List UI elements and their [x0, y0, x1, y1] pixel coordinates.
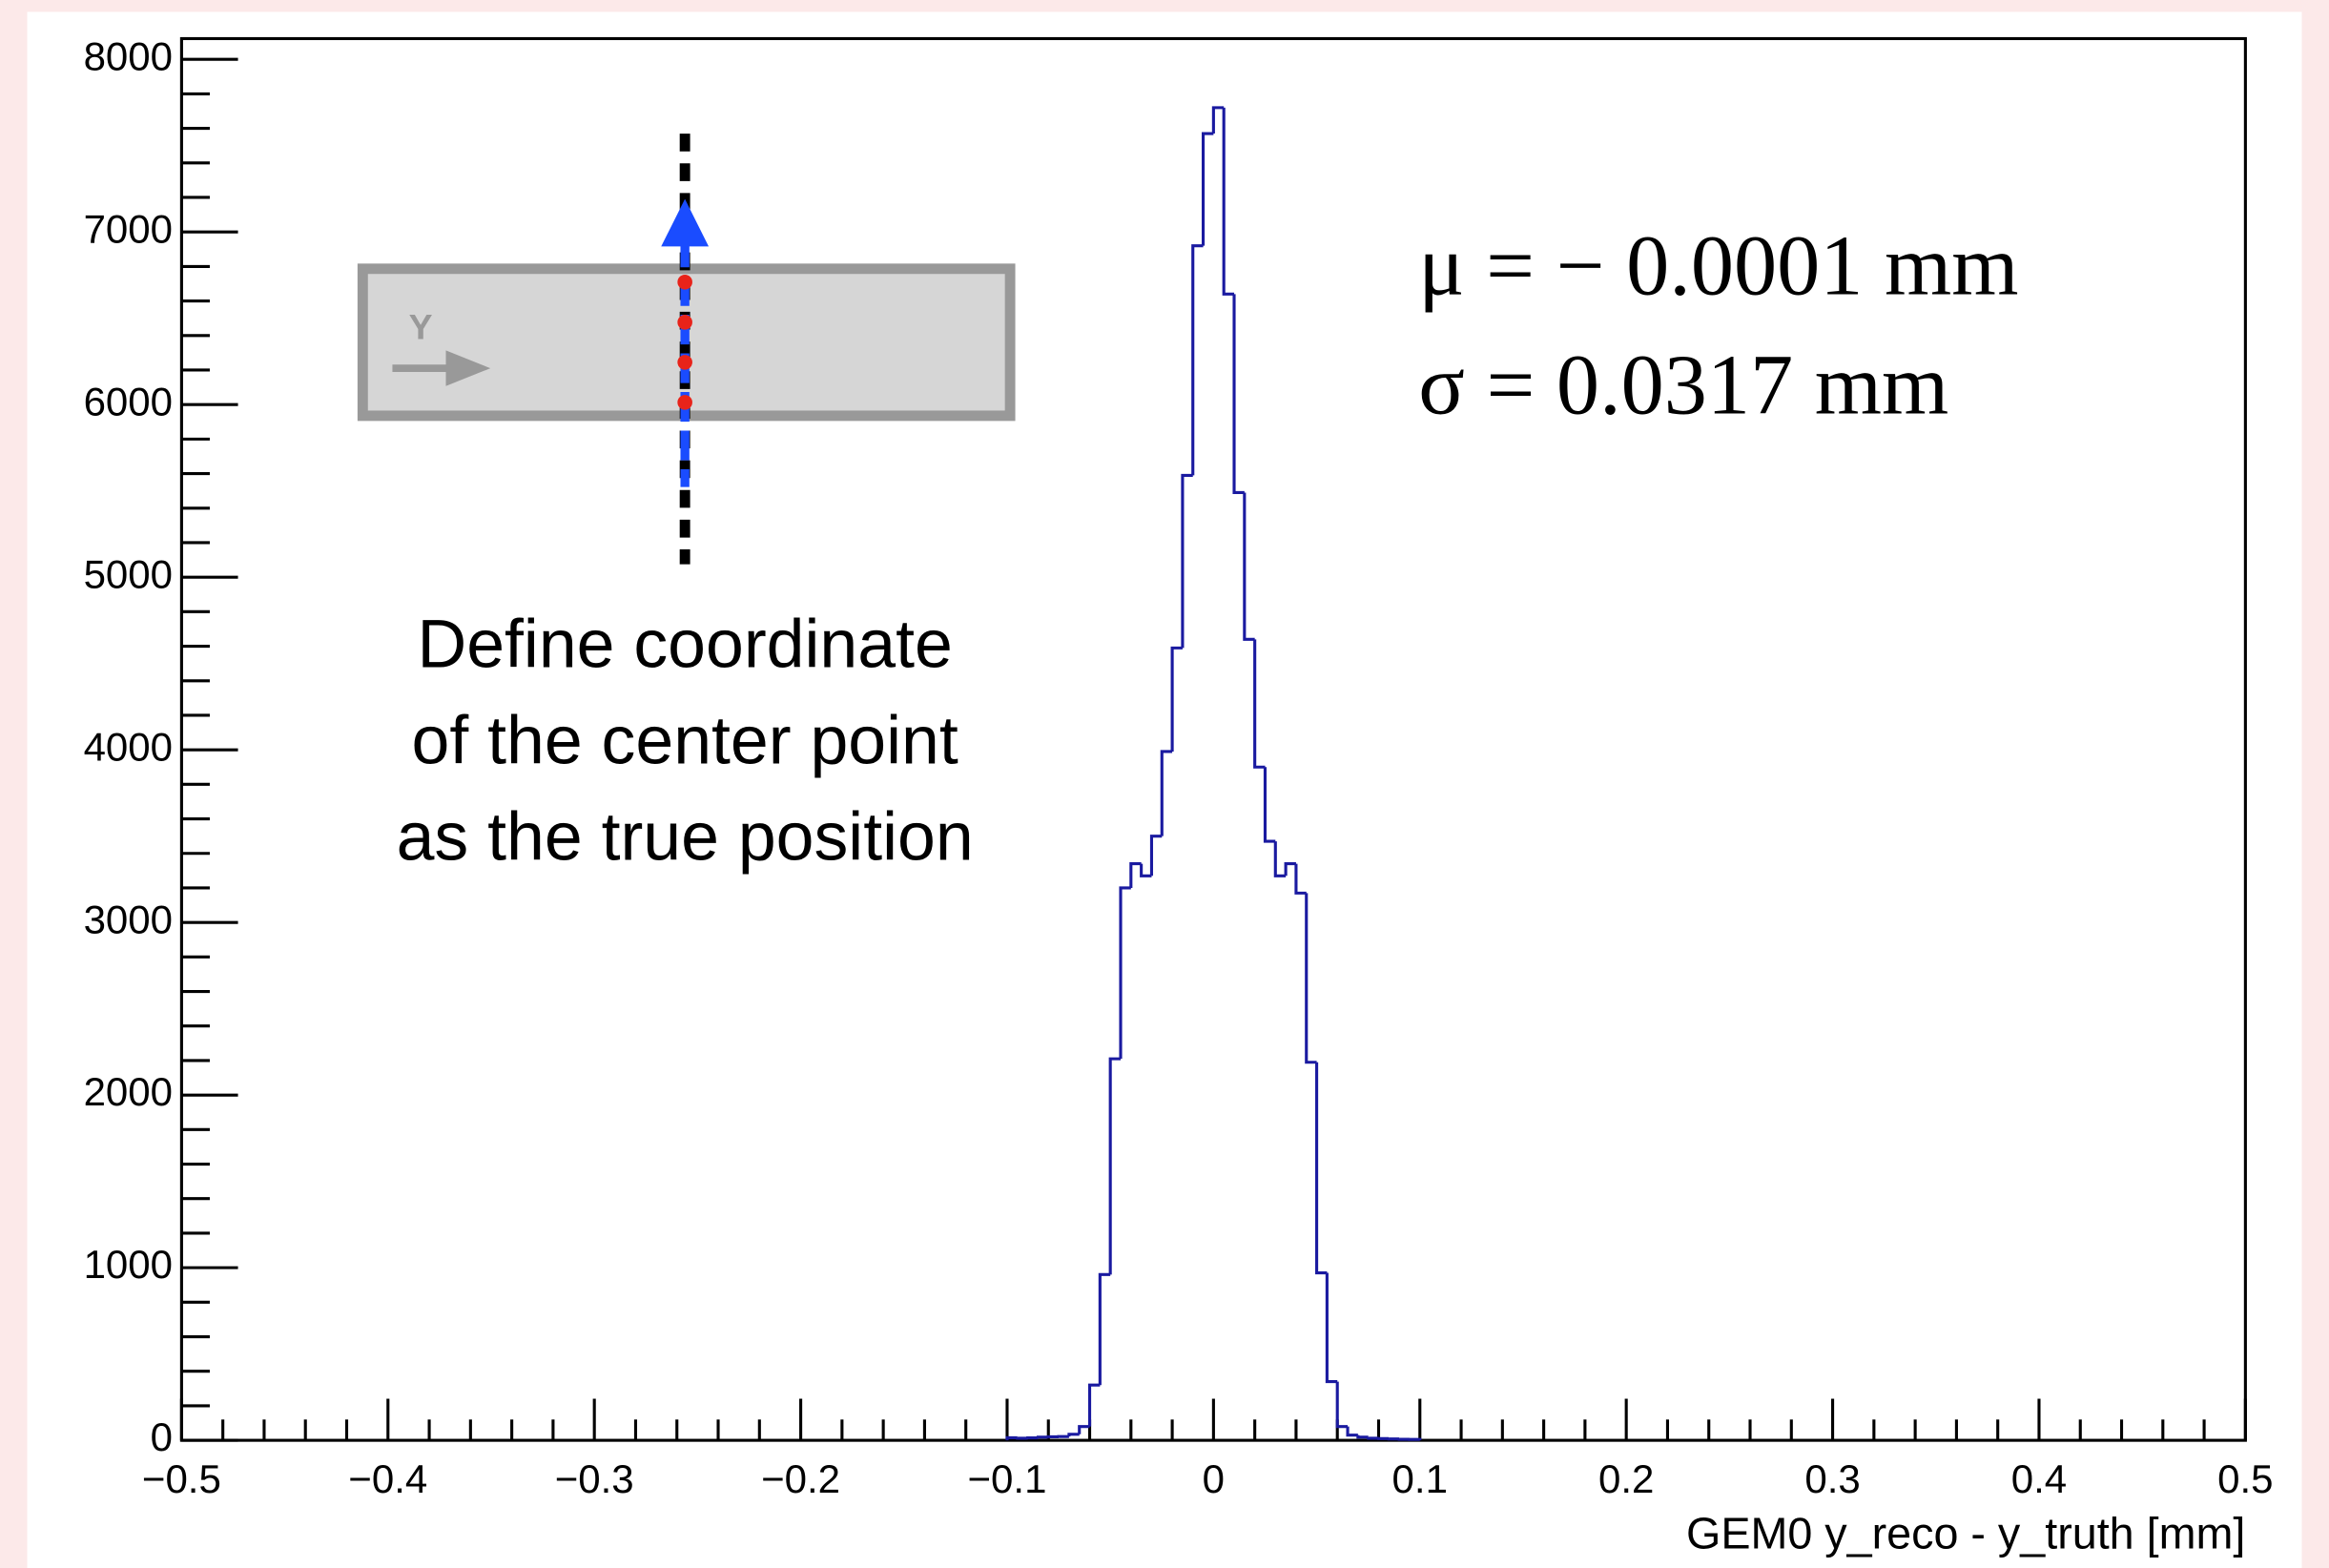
y-tick-label: 8000 — [84, 33, 173, 78]
histogram-bin — [1191, 244, 1204, 476]
sigma-annotation: σ = 0.0317 mm — [1418, 337, 1948, 432]
histogram-bin — [1211, 106, 1225, 134]
histogram-bin — [1305, 893, 1317, 1064]
histogram-bin — [1408, 1437, 1422, 1441]
x-tick-label: 0.2 — [1598, 1456, 1654, 1501]
y-tick-label: 2000 — [84, 1069, 173, 1114]
x-tick-label: 0.5 — [2217, 1456, 2273, 1501]
histogram-bin — [1232, 294, 1245, 495]
histogram-bin — [1170, 646, 1183, 752]
note-text: of the center point — [412, 702, 958, 778]
y-tick-label: 3000 — [84, 897, 173, 941]
note-text: as the true position — [397, 799, 974, 876]
histogram-bin — [1160, 750, 1173, 836]
histogram-bin — [1181, 473, 1193, 649]
histogram-bin — [1273, 841, 1287, 877]
x-tick-label: 0.1 — [1392, 1456, 1448, 1501]
histogram-bin — [1119, 886, 1131, 1060]
histogram-bin — [1325, 1272, 1338, 1384]
hit-dot — [677, 315, 692, 330]
x-tick-label: 0.4 — [2011, 1456, 2067, 1501]
histogram-bin — [1078, 1425, 1090, 1434]
histogram-bin — [1201, 132, 1214, 246]
x-tick-label: −0.4 — [348, 1456, 427, 1501]
mean-annotation: μ = − 0.0001 mm — [1418, 218, 2018, 314]
histogram-bin — [1222, 107, 1235, 296]
histogram-bin — [1140, 863, 1152, 877]
histogram-bin — [1263, 767, 1276, 843]
histogram-bin — [1315, 1062, 1328, 1275]
histogram-bin — [1005, 1435, 1018, 1441]
y-tick-label: 7000 — [84, 206, 173, 251]
y-tick-label: 0 — [151, 1414, 173, 1459]
histogram-bin — [1036, 1435, 1049, 1439]
y-tick-label: 1000 — [84, 1242, 173, 1287]
y-tick-label: 4000 — [84, 724, 173, 769]
histogram-bin — [1098, 1272, 1111, 1386]
cluster-arrowhead — [661, 198, 710, 247]
axis-arrowhead — [445, 350, 491, 386]
histogram-bin — [1129, 862, 1142, 888]
y-tick-label: 5000 — [84, 551, 173, 596]
histogram-bin — [1016, 1436, 1028, 1440]
y-tick-label: 6000 — [84, 379, 173, 423]
hit-dot — [677, 355, 692, 370]
histogram-bin — [1335, 1381, 1349, 1429]
histogram-bin — [1108, 1057, 1121, 1275]
inset-label: Y — [409, 306, 433, 346]
histogram-bin — [1253, 639, 1266, 769]
x-tick-label: 0.3 — [1804, 1456, 1860, 1501]
histogram-bin — [1346, 1426, 1358, 1437]
x-tick-label: −0.5 — [142, 1456, 221, 1501]
histogram-bin — [1356, 1434, 1369, 1439]
note-text: Define coordinate — [417, 606, 952, 682]
histogram-bin — [1243, 492, 1255, 641]
histogram-bin — [1284, 862, 1296, 877]
x-tick-label: −0.3 — [555, 1456, 634, 1501]
x-tick-label: 0 — [1203, 1456, 1225, 1501]
histogram-bin — [1367, 1436, 1379, 1440]
hit-dot — [677, 395, 692, 410]
histogram-bin — [1087, 1383, 1101, 1427]
histogram-bin — [1067, 1433, 1080, 1437]
histogram-bin — [1149, 835, 1163, 877]
x-tick-label: −0.1 — [968, 1456, 1047, 1501]
inset-diagram: Y — [357, 134, 1016, 565]
histogram-bin — [1294, 863, 1307, 895]
hit-dot — [677, 275, 692, 290]
x-axis-label: GEM0 y_reco - y_truth [mm] — [1686, 1509, 2245, 1558]
x-tick-label: −0.2 — [761, 1456, 840, 1501]
